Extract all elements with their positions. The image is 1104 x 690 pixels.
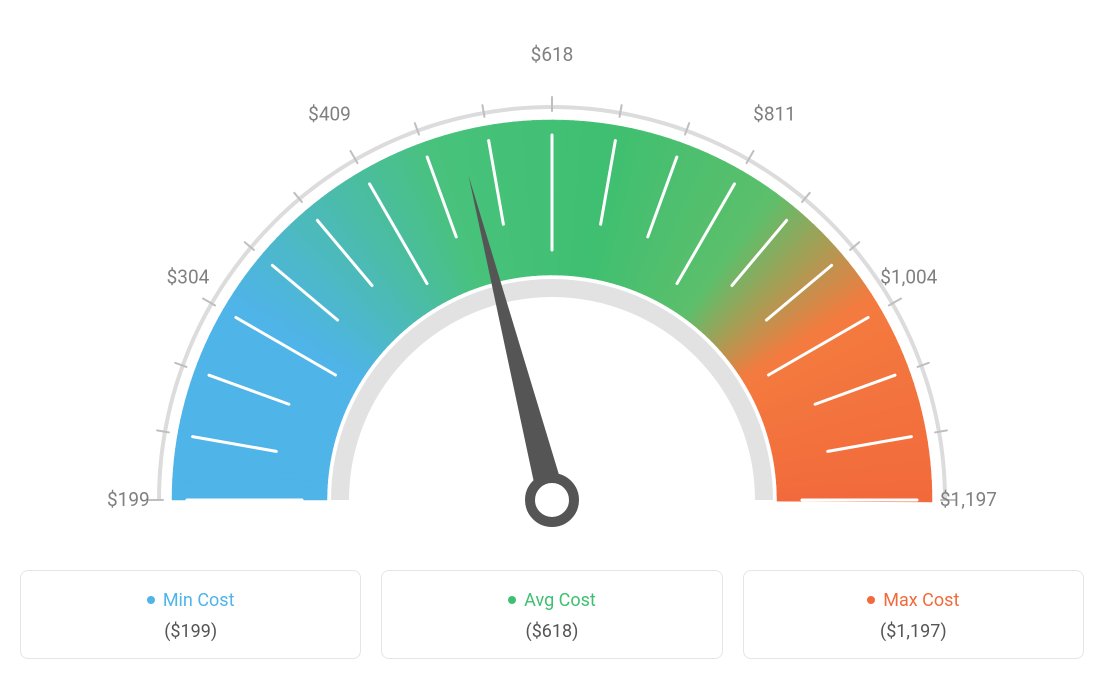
gauge-area: $199 $304 $409 $618 $811 $1,004 $1,197 (20, 20, 1084, 560)
legend-label-min: Min Cost (147, 590, 235, 611)
gauge-tick-label: $618 (531, 43, 574, 66)
legend-card-max: Max Cost ($1,197) (743, 570, 1084, 659)
gauge-tick-label: $409 (308, 103, 351, 126)
gauge-needle-hub (530, 478, 574, 522)
dot-icon (147, 596, 155, 604)
legend-label-min-text: Min Cost (163, 590, 235, 611)
gauge-tick-label: $304 (167, 266, 210, 289)
legend-row: Min Cost ($199) Avg Cost ($618) Max Cost… (20, 570, 1084, 659)
gauge-tick-label: $811 (753, 103, 796, 126)
legend-value-avg: ($618) (392, 621, 711, 642)
legend-card-avg: Avg Cost ($618) (381, 570, 722, 659)
cost-gauge-chart: $199 $304 $409 $618 $811 $1,004 $1,197 Min Cos… (20, 20, 1084, 659)
gauge-tick-label: $199 (107, 488, 150, 511)
gauge-svg: $199 $304 $409 $618 $811 $1,004 $1,197 (20, 20, 1084, 560)
dot-icon (867, 596, 875, 604)
gauge-tick-label: $1,197 (940, 488, 997, 511)
legend-label-max: Max Cost (867, 590, 959, 611)
dot-icon (508, 596, 516, 604)
legend-value-max: ($1,197) (754, 621, 1073, 642)
legend-label-avg: Avg Cost (508, 590, 596, 611)
legend-label-avg-text: Avg Cost (524, 590, 596, 611)
legend-label-max-text: Max Cost (883, 590, 959, 611)
gauge-tick-label: $1,004 (880, 266, 937, 289)
legend-card-min: Min Cost ($199) (20, 570, 361, 659)
legend-value-min: ($199) (31, 621, 350, 642)
